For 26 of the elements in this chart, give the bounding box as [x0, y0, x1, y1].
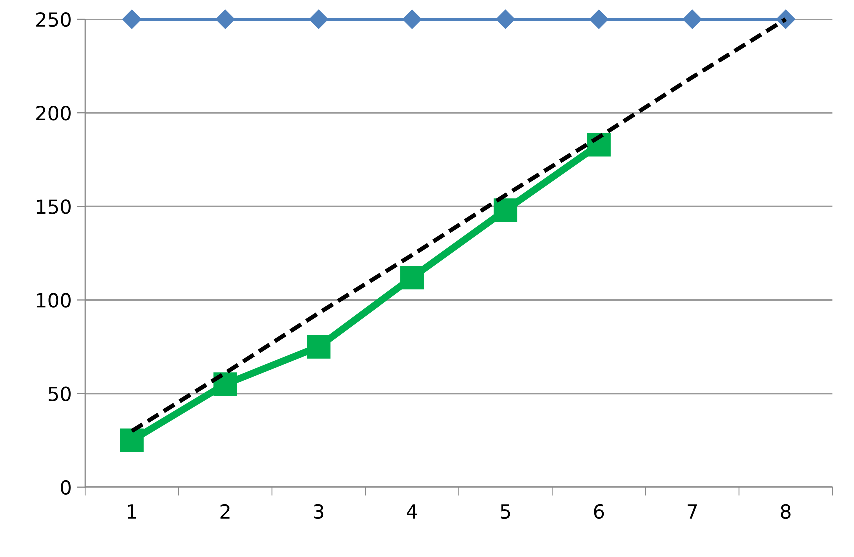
point	[494, 198, 518, 222]
x-tick-label: 7	[688, 504, 698, 519]
y-tick-label: 150	[37, 200, 71, 214]
y-tick-label: 250	[36, 12, 71, 28]
y-tick-label: 50	[48, 386, 71, 402]
x-tick-label: 5	[501, 504, 510, 520]
y-tick-label: 100	[37, 293, 71, 308]
point	[309, 10, 328, 30]
x-tick-label: 2	[220, 504, 230, 519]
point	[402, 10, 422, 30]
point	[216, 10, 236, 30]
x-tick-label: 3	[314, 504, 324, 520]
point	[122, 10, 142, 30]
point	[590, 10, 609, 30]
point	[214, 372, 238, 396]
y-tick-label: 200	[36, 106, 71, 121]
x-tick-label: 8	[781, 504, 791, 520]
point	[120, 428, 144, 452]
point	[400, 266, 424, 290]
x-tick-label: 4	[407, 504, 418, 519]
point	[307, 335, 331, 359]
point	[496, 10, 516, 30]
x-tick-label: 6	[594, 504, 604, 520]
x-tick-label: 1	[128, 504, 136, 519]
point	[683, 10, 702, 30]
y-tick-label: 0	[61, 480, 71, 496]
